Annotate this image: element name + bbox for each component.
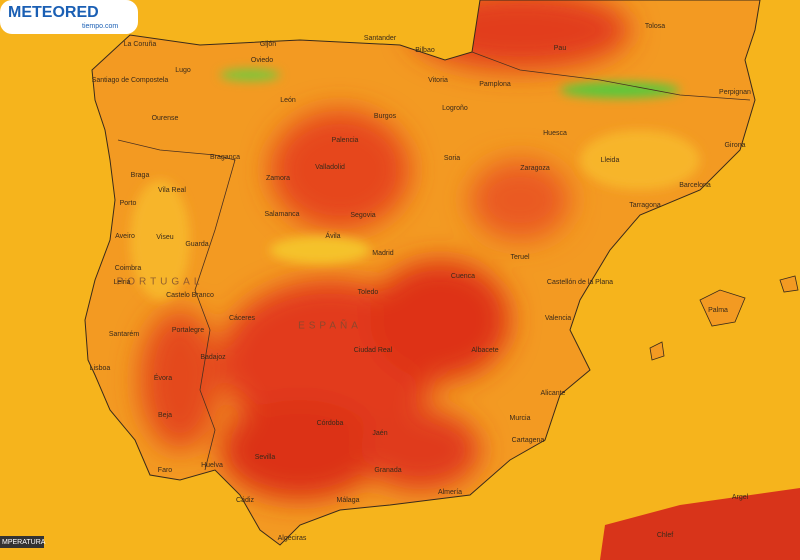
city-label: Castellón de la Plana [547, 279, 613, 286]
logo-brand: METEORED [8, 4, 99, 21]
city-label: Zamora [266, 175, 290, 182]
city-label: Huelva [201, 462, 223, 469]
city-label: Santarém [109, 331, 140, 338]
island [699, 289, 746, 327]
city-label: Murcia [509, 415, 530, 422]
city-label: Aveiro [115, 233, 135, 240]
africa [600, 488, 800, 560]
city-label: Coimbra [115, 265, 142, 272]
country-label: ESPAÑA [298, 319, 362, 332]
city-label: Santander [364, 35, 397, 42]
city-label: Évora [154, 373, 172, 382]
island [779, 275, 799, 293]
city-label: Vitoria [428, 77, 448, 84]
logo-box [0, 0, 138, 34]
city-label: Chlef [657, 532, 673, 539]
city-label: Zaragoza [520, 165, 550, 172]
city-label: Almería [438, 489, 462, 496]
city-label: Teruel [510, 254, 530, 261]
legend-box [0, 536, 44, 548]
city-label: Toledo [358, 289, 379, 296]
city-label: Valencia [545, 315, 571, 322]
logo-site: tiempo.com [82, 23, 118, 30]
labels: PORTUGAL ESPAÑA La Coruña Gijón Santander Bil… [90, 23, 751, 542]
city-label: Granada [374, 467, 401, 474]
city-label: Bragança [210, 154, 240, 161]
city-label: Alicante [541, 390, 566, 397]
city-label: Lisboa [90, 365, 111, 372]
city-label: Madrid [372, 250, 394, 257]
city-label: Viseu [156, 234, 173, 241]
city-label: Palencia [332, 137, 359, 144]
city-label: Sevilla [255, 454, 276, 461]
country-label: PORTUGAL [117, 277, 204, 288]
city-label: Guarda [185, 241, 208, 248]
city-label: Albacete [471, 347, 498, 354]
city-label: León [280, 97, 296, 104]
city-label: Pamplona [479, 81, 511, 88]
city-label: Ourense [152, 115, 179, 122]
city-label: Málaga [337, 497, 360, 504]
city-label: Perpignan [719, 89, 751, 96]
city-label: Lugo [175, 67, 191, 74]
city-label: Badajoz [200, 354, 226, 361]
city-label: Porto [120, 200, 137, 207]
city-label: Jaén [372, 430, 387, 437]
border [471, 51, 751, 101]
legend: MPERATURA [2, 539, 46, 546]
city-label: Beja [158, 412, 172, 419]
city-label: Lleida [601, 157, 620, 164]
city-label: Ciudad Real [354, 347, 393, 354]
city-label: Valladolid [315, 164, 345, 171]
island [649, 341, 665, 361]
city-label: Argel [732, 494, 749, 501]
city-label: Salamanca [264, 211, 299, 218]
city-label: Gijón [260, 41, 276, 48]
city-label: Girona [724, 142, 745, 149]
city-label: Castelo Branco [166, 292, 214, 299]
city-label: Ávila [325, 231, 340, 240]
city-label: Bilbao [415, 47, 435, 54]
city-label: Burgos [374, 113, 397, 120]
city-label: Córdoba [317, 420, 344, 427]
city-label: Segovia [350, 212, 375, 219]
city-label: La Coruña [124, 41, 157, 48]
city-label: Vila Real [158, 187, 186, 194]
city-label: Cádiz [236, 497, 254, 504]
city-label: Soria [444, 155, 460, 162]
city-label: Braga [131, 172, 150, 179]
border [117, 139, 236, 471]
city-label: Tolosa [645, 23, 665, 30]
city-label: Logroño [442, 105, 468, 112]
city-label: Tarragona [629, 202, 661, 209]
city-label: Algeciras [278, 535, 307, 542]
city-label: Leiria [113, 279, 130, 286]
city-label: Oviedo [251, 57, 273, 64]
city-label: Cartagena [512, 437, 545, 444]
city-label: Faro [158, 467, 173, 474]
city-label: Huesca [543, 130, 567, 137]
city-label: Portalegre [172, 327, 204, 334]
city-label: Cuenca [451, 273, 475, 280]
city-label: Santiago de Compostela [92, 77, 169, 84]
city-label: Cáceres [229, 315, 256, 322]
city-label: Palma [708, 307, 728, 314]
city-label: Barcelona [679, 182, 711, 189]
city-label: Pau [554, 45, 567, 52]
